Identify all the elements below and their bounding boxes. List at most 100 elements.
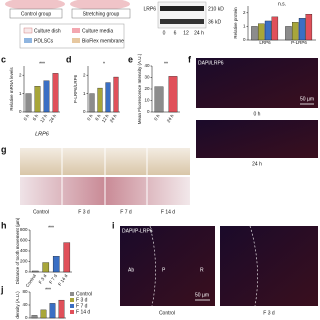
group-label: Control — [33, 209, 49, 215]
significance: *** — [48, 225, 54, 231]
y-tick-label: 0 — [25, 269, 28, 274]
bar — [97, 87, 103, 113]
lane-label: 12 — [183, 30, 189, 36]
x-tick-label: F 14 d — [57, 273, 69, 287]
group-label: F 3 d — [78, 209, 90, 215]
bar — [31, 315, 38, 319]
bar — [105, 82, 111, 113]
panel-label: h — [1, 220, 7, 230]
stain-label: DAPI/P-LRP6 — [122, 228, 153, 234]
y-tick-label: 1 — [83, 91, 86, 96]
panel-label: i — [112, 220, 115, 230]
x-tick-label: F 3 d — [35, 319, 45, 320]
bar — [298, 18, 306, 41]
size-label: 36 kD — [208, 19, 221, 25]
y-tick-label: 40 — [22, 302, 28, 307]
legend-label: Culture media — [82, 28, 113, 34]
y-tick-label: 0 — [243, 37, 246, 42]
bar — [264, 20, 272, 41]
image — [196, 58, 318, 108]
x-tick-label: 12 h — [101, 113, 110, 123]
size-label: 210 kD — [208, 6, 224, 12]
lane-label: 24 h — [194, 30, 204, 36]
y-tick-label: 1 — [243, 24, 246, 29]
x-tick-label: 0 h — [153, 113, 161, 121]
protein-label: LRP6 — [143, 6, 156, 12]
group-label: F 3 d — [263, 310, 275, 316]
x-tick-label: 0 h — [23, 113, 31, 121]
y-tick-label: 40 — [144, 63, 150, 68]
image — [220, 226, 318, 306]
y-tick-label: 2 — [243, 10, 246, 15]
legend-swatch — [70, 304, 74, 308]
bar — [305, 14, 313, 41]
group-label: Control — [159, 310, 175, 316]
y-axis-label: Mean Fluorescence Intensity (A.U.) — [137, 53, 142, 124]
y-tick-label: 2 — [19, 72, 22, 77]
x-tick-label: LRP6 — [259, 40, 271, 45]
region-label: Ab — [128, 267, 134, 273]
legend-label: Control — [76, 291, 92, 297]
x-axis-label: LRP6 — [35, 131, 50, 137]
group-label: Control group — [21, 11, 52, 17]
region-label: R — [200, 267, 204, 273]
panel-label: j — [0, 284, 4, 294]
bar — [292, 22, 299, 41]
legend-swatch — [24, 38, 32, 43]
x-tick-label: P-LRP6 — [291, 40, 307, 45]
legend-label: F 7 d — [76, 303, 88, 309]
legend-label: F 3 d — [76, 297, 88, 303]
bar — [52, 256, 60, 273]
legend-label: Culture dish — [34, 28, 61, 34]
bar — [34, 86, 41, 113]
legend-label: BioFlex membrane — [82, 38, 124, 44]
y-axis-label: density (A.U.) — [15, 291, 20, 319]
panel-label: g — [1, 144, 7, 154]
bar — [113, 76, 119, 113]
y-tick-label: 2 — [83, 72, 86, 77]
y-tick-label: 200 — [20, 259, 28, 264]
y-axis-label: Distance of tooth movement (µm) — [15, 217, 20, 284]
y-tick-label: 0 — [147, 109, 150, 114]
group-label: F 7 d — [120, 209, 132, 215]
y-tick-label: 80 — [22, 289, 28, 294]
lane-label: 0 — [163, 30, 166, 36]
x-tick-label: F 7 d — [44, 319, 54, 320]
x-tick-label: 12 h — [39, 113, 48, 123]
x-tick-label: Control — [25, 273, 37, 288]
bar — [63, 242, 71, 273]
bar — [251, 26, 258, 41]
blot-band — [160, 19, 204, 24]
tooth-photos: Control F 3 d F 7 d F 14 d — [20, 148, 190, 215]
legend-swatch — [23, 27, 33, 34]
legend-swatch — [70, 292, 74, 296]
group-label: F 14 d — [161, 209, 175, 215]
y-tick-label: 10 — [144, 98, 150, 103]
significance: *** — [45, 287, 51, 293]
y-tick-label: 800 — [20, 227, 28, 232]
time-label: 24 h — [252, 161, 262, 167]
scale-label: 50 µm — [300, 96, 314, 102]
bar — [25, 93, 32, 113]
region-label: P — [162, 267, 166, 273]
bar — [43, 80, 50, 113]
boundary — [149, 225, 156, 307]
bar — [285, 26, 292, 41]
scale-label: 50 µm — [195, 292, 209, 298]
blot-band — [160, 6, 204, 11]
y-tick-label: 0 — [25, 315, 28, 320]
legend-label: PDLSCs — [34, 38, 54, 44]
group-box — [9, 8, 63, 19]
bar — [52, 73, 59, 113]
legend-swatch — [70, 310, 74, 314]
x-tick-label: F 7 d — [48, 273, 58, 285]
significance: ** — [164, 61, 168, 67]
bar — [89, 93, 95, 113]
bar — [168, 76, 178, 113]
significance: * — [103, 61, 105, 67]
y-axis-label: Relative mRNA levels — [9, 67, 14, 111]
bar — [31, 270, 39, 273]
fluorescence-images: DAPI/LRP6 50 µm 0 h 24 h — [196, 58, 318, 167]
y-axis-label: P-LRP6/LRP6 — [73, 74, 78, 103]
